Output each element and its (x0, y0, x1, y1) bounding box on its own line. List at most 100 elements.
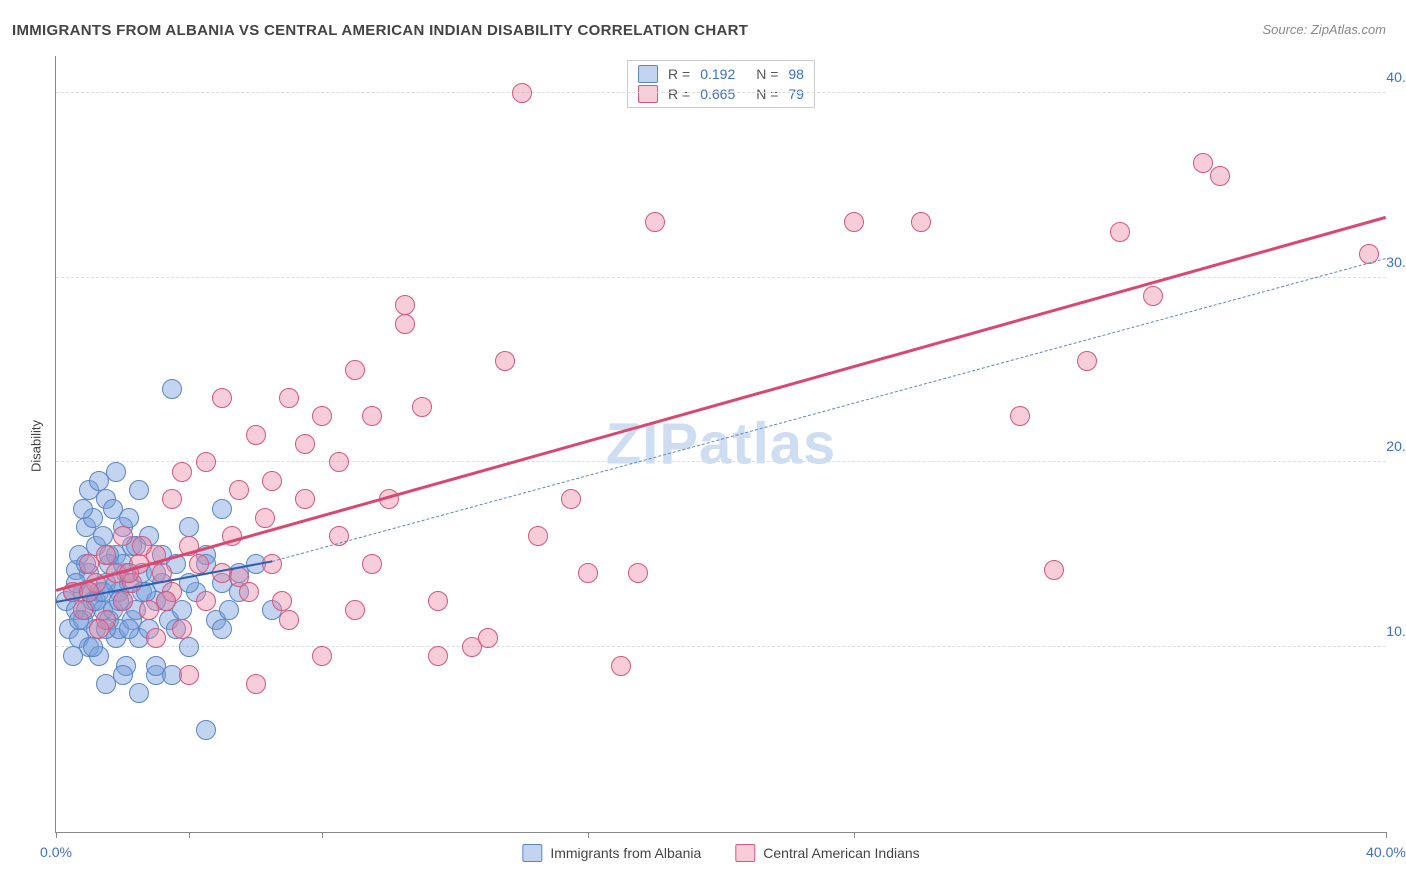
scatter-point (162, 379, 182, 399)
scatter-point (179, 665, 199, 685)
scatter-point (172, 462, 192, 482)
legend-row: R = 0.665 N = 79 (638, 84, 804, 104)
gridline (56, 92, 1386, 93)
scatter-point (478, 628, 498, 648)
correlation-legend: R = 0.192 N = 98 R = 0.665 N = 79 (627, 60, 815, 108)
n-label: N = (756, 86, 778, 102)
trend-line (56, 216, 1387, 592)
y-tick-label: 10.0% (1376, 623, 1406, 639)
x-tick (56, 832, 57, 838)
scatter-point (96, 545, 116, 565)
r-label: R = (668, 66, 690, 82)
scatter-point (345, 600, 365, 620)
scatter-point (196, 591, 216, 611)
scatter-point (1210, 166, 1230, 186)
legend-label: Immigrants from Albania (550, 845, 701, 861)
scatter-point (132, 536, 152, 556)
scatter-point (246, 425, 266, 445)
scatter-point (179, 517, 199, 537)
r-label: R = (668, 86, 690, 102)
scatter-point (628, 563, 648, 583)
scatter-point (212, 619, 232, 639)
scatter-point (113, 665, 133, 685)
legend-swatch (638, 65, 658, 83)
n-label: N = (756, 66, 778, 82)
scatter-point (219, 600, 239, 620)
scatter-point (1010, 406, 1030, 426)
scatter-point (93, 526, 113, 546)
scatter-point (255, 508, 275, 528)
scatter-point (229, 480, 249, 500)
scatter-point (119, 619, 139, 639)
chart-container: IMMIGRANTS FROM ALBANIA VS CENTRAL AMERI… (0, 0, 1406, 892)
legend-label: Central American Indians (763, 845, 919, 861)
scatter-point (196, 452, 216, 472)
legend-swatch (638, 85, 658, 103)
scatter-point (212, 388, 232, 408)
n-value: 98 (788, 66, 804, 82)
scatter-point (189, 554, 209, 574)
scatter-point (279, 610, 299, 630)
y-tick-label: 20.0% (1376, 438, 1406, 454)
scatter-point (272, 591, 292, 611)
scatter-point (329, 452, 349, 472)
watermark: ZIPatlas (606, 411, 836, 478)
scatter-point (911, 212, 931, 232)
scatter-point (212, 499, 232, 519)
scatter-point (578, 563, 598, 583)
scatter-point (395, 295, 415, 315)
scatter-point (295, 434, 315, 454)
scatter-point (295, 489, 315, 509)
n-value: 79 (788, 86, 804, 102)
legend-swatch (735, 844, 755, 862)
scatter-point (362, 554, 382, 574)
gridline (56, 646, 1386, 647)
scatter-point (1077, 351, 1097, 371)
scatter-point (428, 646, 448, 666)
trend-line (272, 258, 1386, 562)
r-value: 0.192 (700, 66, 746, 82)
scatter-point (611, 656, 631, 676)
plot-area: ZIPatlas R =0.192N =98R =0.665N =79 Immi… (55, 56, 1386, 833)
scatter-point (312, 406, 332, 426)
x-tick (588, 832, 589, 838)
scatter-point (89, 619, 109, 639)
series-legend: Immigrants from Albania Central American … (522, 844, 919, 862)
scatter-point (412, 397, 432, 417)
scatter-point (561, 489, 581, 509)
scatter-point (239, 582, 259, 602)
scatter-point (106, 462, 126, 482)
scatter-point (83, 637, 103, 657)
scatter-point (196, 720, 216, 740)
scatter-point (1143, 286, 1163, 306)
source-label: Source: ZipAtlas.com (1262, 22, 1386, 37)
scatter-point (279, 388, 299, 408)
x-tick (322, 832, 323, 838)
scatter-point (113, 526, 133, 546)
legend-swatch (522, 844, 542, 862)
y-axis-label: Disability (29, 420, 44, 472)
scatter-point (79, 582, 99, 602)
scatter-point (528, 526, 548, 546)
scatter-point (146, 628, 166, 648)
scatter-point (312, 646, 332, 666)
x-tick-label: 0.0% (40, 844, 72, 860)
scatter-point (262, 471, 282, 491)
r-value: 0.665 (700, 86, 746, 102)
legend-item: Immigrants from Albania (522, 844, 701, 862)
x-tick (189, 832, 190, 838)
scatter-point (512, 83, 532, 103)
scatter-point (844, 212, 864, 232)
scatter-point (1044, 560, 1064, 580)
scatter-point (645, 212, 665, 232)
x-tick-label: 40.0% (1366, 844, 1406, 860)
scatter-point (262, 554, 282, 574)
gridline (56, 461, 1386, 462)
scatter-point (119, 508, 139, 528)
scatter-point (362, 406, 382, 426)
scatter-point (129, 480, 149, 500)
scatter-point (246, 674, 266, 694)
scatter-point (73, 600, 93, 620)
scatter-point (179, 637, 199, 657)
scatter-point (113, 591, 133, 611)
